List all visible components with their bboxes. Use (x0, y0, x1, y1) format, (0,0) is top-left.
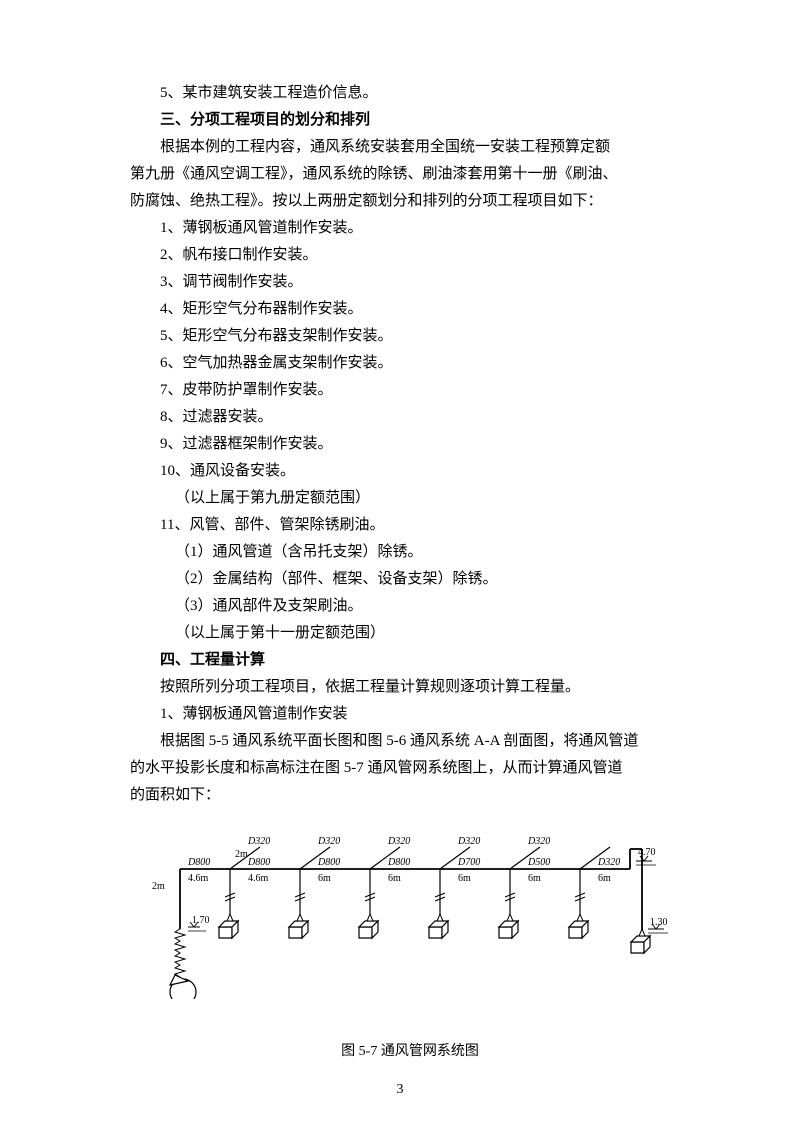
calc-item: 1、薄钢板通风管道制作安装 (130, 701, 690, 728)
paragraph-line: 防腐蚀、绝热工程》。按以上两册定额划分和排列的分项工程项目如下： (130, 188, 690, 215)
paragraph-line: 第九册《通风空调工程》，通风系统的除锈、刷油漆套用第十一册《刷油、 (130, 161, 690, 188)
list-item: 8、过滤器安装。 (130, 404, 690, 431)
list-item: 11、风管、部件、管架除锈刷油。 (130, 512, 690, 539)
svg-text:D320: D320 (597, 857, 620, 868)
svg-text:D320: D320 (317, 836, 340, 847)
list-item: 3、调节阀制作安装。 (130, 269, 690, 296)
ventilation-diagram: 2m1.704.701.30D800D3202mD8004.6mD320D800… (130, 819, 690, 999)
svg-text:4.6m: 4.6m (248, 873, 269, 884)
list-item-5: 5、某市建筑安装工程造价信息。 (130, 80, 690, 107)
paragraph-line: 根据图 5-5 通风系统平面长图和图 5-6 通风系统 A-A 剖面图，将通风管… (130, 728, 690, 755)
svg-text:D500: D500 (527, 857, 550, 868)
svg-text:D320: D320 (247, 836, 270, 847)
svg-text:2m: 2m (235, 849, 248, 860)
list-item: 9、过滤器框架制作安装。 (130, 431, 690, 458)
svg-text:D800: D800 (387, 857, 410, 868)
svg-text:6m: 6m (388, 873, 401, 884)
paragraph-line: 的水平投影长度和标高标注在图 5-7 通风管网系统图上，从而计算通风管道 (130, 755, 690, 782)
list-item: 6、空气加热器金属支架制作安装。 (130, 350, 690, 377)
note-line: （以上属于第九册定额范围） (130, 485, 690, 512)
svg-text:D320: D320 (527, 836, 550, 847)
paragraph-line: 的面积如下： (130, 782, 690, 809)
svg-text:D320: D320 (387, 836, 410, 847)
svg-text:6m: 6m (458, 873, 471, 884)
list-item: 4、矩形空气分布器制作安装。 (130, 296, 690, 323)
svg-text:6m: 6m (318, 873, 331, 884)
svg-text:D800: D800 (247, 857, 270, 868)
section-heading-4: 四、工程量计算 (130, 647, 690, 674)
list-item: 5、矩形空气分布器支架制作安装。 (130, 323, 690, 350)
list-item: 1、薄钢板通风管道制作安装。 (130, 215, 690, 242)
list-item: 10、通风设备安装。 (130, 458, 690, 485)
svg-text:1.30: 1.30 (650, 917, 668, 928)
section-heading-3: 三、分项工程项目的划分和排列 (130, 107, 690, 134)
list-item: 7、皮带防护罩制作安装。 (130, 377, 690, 404)
sublist-item: （3）通风部件及支架刷油。 (130, 593, 690, 620)
figure-caption: 图 5-7 通风管网系统图 (130, 1039, 690, 1064)
svg-text:6m: 6m (528, 873, 541, 884)
list-item: 2、帆布接口制作安装。 (130, 242, 690, 269)
svg-text:D800: D800 (187, 857, 210, 868)
svg-text:D320: D320 (457, 836, 480, 847)
svg-text:D700: D700 (457, 857, 480, 868)
paragraph-line: 根据本例的工程内容，通风系统安装套用全国统一安装工程预算定额 (130, 134, 690, 161)
page-number: 3 (0, 1077, 800, 1102)
svg-text:6m: 6m (598, 873, 611, 884)
sublist-item: （2）金属结构（部件、框架、设备支架）除锈。 (130, 566, 690, 593)
sublist-item: （1）通风管道（含吊托支架）除锈。 (130, 539, 690, 566)
paragraph-line: 按照所列分项工程项目，依据工程量计算规则逐项计算工程量。 (130, 674, 690, 701)
svg-text:D800: D800 (317, 857, 340, 868)
svg-text:2m: 2m (152, 881, 165, 892)
note-line: （以上属于第十一册定额范围） (130, 620, 690, 647)
svg-text:1.70: 1.70 (192, 915, 210, 926)
svg-text:4.6m: 4.6m (188, 873, 209, 884)
